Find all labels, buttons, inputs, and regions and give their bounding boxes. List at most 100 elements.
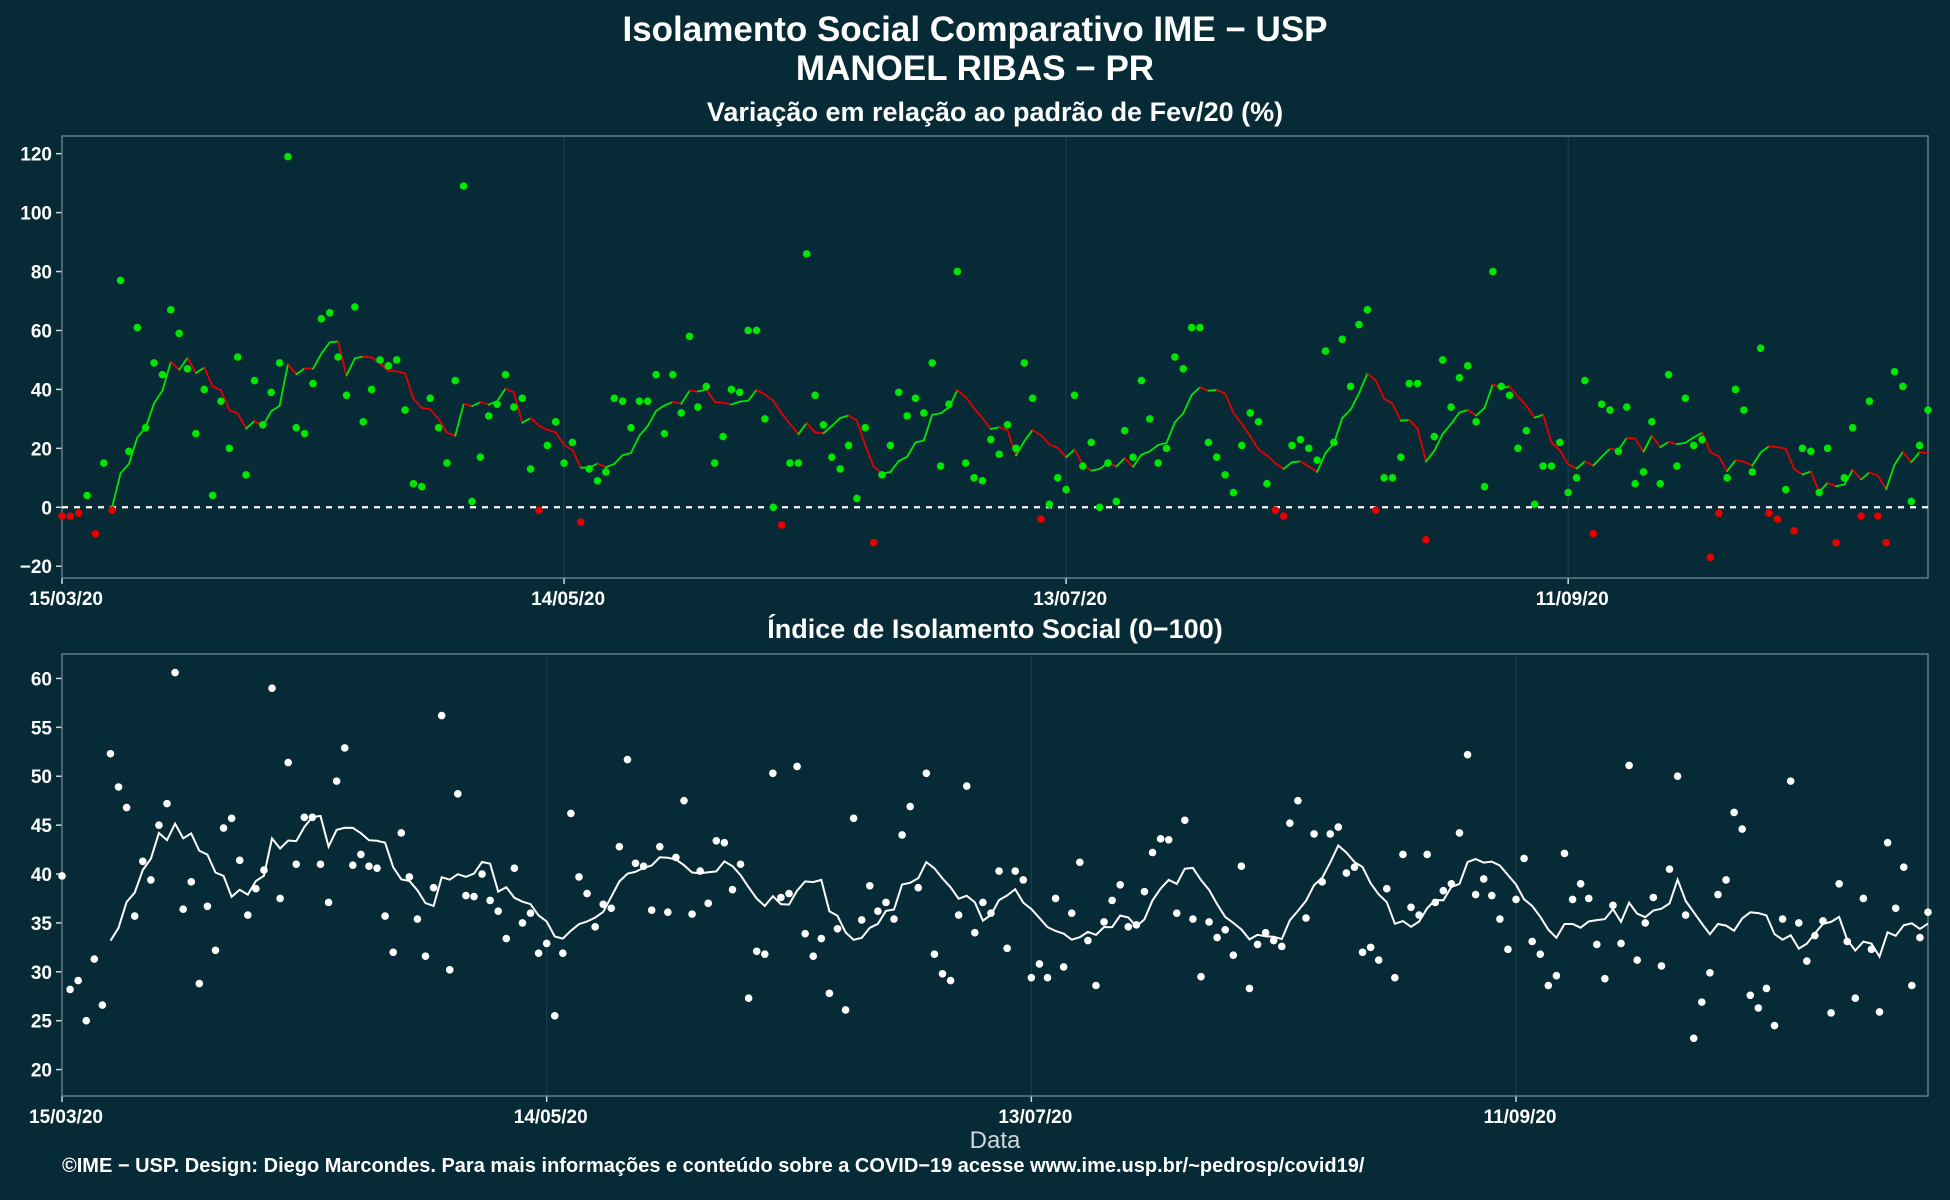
idx-data-point <box>680 796 688 805</box>
moving-average-segment <box>596 462 607 469</box>
moving-average-segment <box>1676 441 1687 446</box>
moving-average-segment <box>738 399 750 403</box>
footer-credit: ©IME − USP. Design: Diego Marcondes. Par… <box>62 1155 1365 1177</box>
idx-data-point <box>1867 945 1876 954</box>
moving-average-segment <box>755 388 766 396</box>
idx-data-point <box>1059 963 1068 971</box>
var-data-point <box>1865 397 1874 406</box>
moving-average-segment <box>571 449 582 469</box>
var-data-point <box>643 397 652 406</box>
var-data-point <box>995 450 1003 459</box>
var-panel-border <box>61 135 1929 579</box>
var-data-point <box>501 370 510 379</box>
var-data-point <box>794 459 803 467</box>
var-data-point <box>1271 506 1280 515</box>
var-data-point <box>1204 438 1213 447</box>
var-data-point <box>861 423 870 432</box>
var-data-point <box>409 479 418 488</box>
moving-average-segment <box>1374 379 1385 400</box>
moving-average-segment <box>446 431 457 437</box>
idx-data-point <box>1326 830 1335 838</box>
idx-data-point <box>1536 950 1545 959</box>
idx-x-tick-label: 14/05/20 <box>514 1107 588 1128</box>
var-data-point <box>551 418 560 426</box>
var-data-point <box>1631 479 1639 488</box>
moving-average-segment <box>1684 436 1695 444</box>
moving-average-segment <box>1240 423 1252 438</box>
idx-data-point <box>1568 895 1577 904</box>
moving-average-segment <box>1868 471 1879 477</box>
idx-data-point <box>1689 1034 1698 1043</box>
moving-average-segment <box>638 425 649 437</box>
moving-average-segment <box>1266 454 1277 464</box>
idx-data-point <box>1374 956 1383 964</box>
idx-data-point <box>502 934 511 943</box>
idx-data-point <box>324 898 333 907</box>
idx-data-point <box>1617 939 1625 948</box>
idx-data-point <box>1916 933 1924 942</box>
moving-average-segment <box>144 402 155 429</box>
idx-data-point <box>1108 896 1116 905</box>
var-data-point <box>1321 347 1330 355</box>
idx-data-point <box>825 989 834 998</box>
idx-data-point <box>1164 835 1173 844</box>
moving-average-segment <box>1642 434 1653 453</box>
var-data-point <box>1815 488 1824 497</box>
idx-y-tick-label: 20 <box>31 1061 52 1082</box>
var-data-point <box>284 152 292 161</box>
idx-data-point <box>1891 904 1900 913</box>
moving-average-segment <box>1366 372 1377 382</box>
idx-data-point <box>1431 898 1440 907</box>
var-data-point <box>1296 435 1305 444</box>
moving-average-segment <box>1876 474 1888 491</box>
idx-data-point <box>720 838 729 847</box>
idx-data-point <box>890 915 898 923</box>
var-data-point <box>183 364 192 373</box>
var-data-point <box>1095 503 1104 512</box>
var-data-point <box>769 503 778 512</box>
var-data-point <box>543 441 552 450</box>
moving-average-segment <box>161 361 172 392</box>
var-data-point <box>568 438 577 447</box>
moving-average-segment <box>1023 428 1034 443</box>
var-data-point <box>1589 530 1598 538</box>
var-data-point <box>1463 362 1472 370</box>
idx-data-point <box>962 782 971 790</box>
moving-average-segment <box>1483 383 1494 409</box>
idx-data-point <box>1156 835 1165 843</box>
var-data-point <box>1832 538 1840 547</box>
idx-data-point <box>534 949 543 958</box>
idx-data-point <box>397 829 406 837</box>
idx-data-point <box>1706 968 1714 977</box>
var-panel-title: Variação em relação ao padrão de Fev/20 … <box>707 97 1283 127</box>
moving-average-segment <box>1809 470 1821 494</box>
var-data-point <box>786 459 794 467</box>
idx-data-point <box>1358 948 1367 957</box>
idx-data-point <box>1124 923 1133 931</box>
var-data-point <box>1924 406 1932 414</box>
idx-data-point <box>1471 890 1480 899</box>
var-data-point <box>100 459 108 467</box>
moving-average-segment <box>203 366 214 388</box>
idx-data-point <box>1439 886 1448 895</box>
idx-data-point <box>510 864 519 872</box>
moving-average-segment <box>1517 395 1528 407</box>
idx-y-tick-label: 55 <box>31 718 53 739</box>
idx-data-point <box>1722 876 1730 884</box>
moving-average-segment <box>1826 481 1837 488</box>
var-data-point <box>1681 394 1690 403</box>
idx-data-point <box>1681 911 1690 919</box>
idx-data-point <box>849 814 858 823</box>
var-data-point <box>1823 444 1832 453</box>
moving-average-segment <box>220 389 231 411</box>
idx-data-point <box>219 824 228 832</box>
idx-data-point <box>437 711 446 720</box>
moving-average-segment <box>1031 428 1042 437</box>
moving-average-segment <box>1600 447 1611 458</box>
var-y-tick-label: 120 <box>20 145 52 166</box>
moving-average-segment <box>1717 455 1729 472</box>
var-data-point <box>1497 382 1506 391</box>
var-data-point <box>225 444 234 453</box>
var-y-tick-label: 0 <box>41 498 52 519</box>
moving-average-segment <box>630 434 641 454</box>
